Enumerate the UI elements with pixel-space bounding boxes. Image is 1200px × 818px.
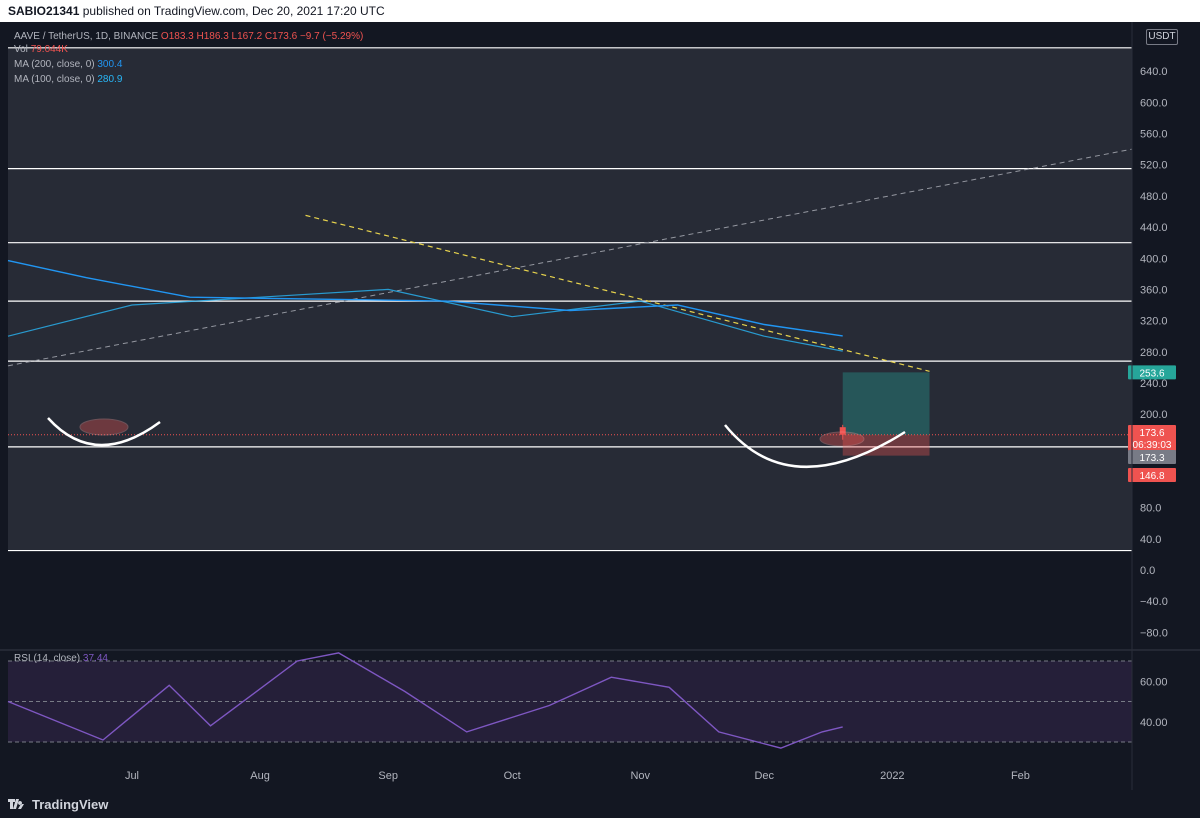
position-target-zone (842, 372, 930, 435)
bottom-highlight-left (79, 418, 129, 436)
ma100-legend: MA (100, close, 0) 280.9 (14, 73, 122, 86)
price-tick-label: 0.0 (1140, 565, 1155, 577)
price-badge (1128, 365, 1176, 380)
ma200-label: MA (200, close, 0) (14, 59, 95, 70)
volume-value: 79.044K (30, 44, 68, 55)
publisher-name: SABIO21341 (8, 4, 80, 18)
price-tick-label: 640.0 (1140, 66, 1168, 78)
price-tick-label: −40.0 (1140, 596, 1168, 608)
footer-brand: TradingView (0, 790, 1200, 818)
price-badge (1128, 450, 1176, 464)
volume-legend: Vol 79.044K (14, 43, 68, 56)
time-tick-label: 2022 (880, 770, 904, 782)
cup-annotation-right (724, 424, 906, 469)
ma200-value: 300.4 (97, 59, 123, 70)
last-candle-body (839, 427, 846, 435)
price-tick-label: 440.0 (1140, 222, 1168, 234)
currency-button[interactable]: USDT (1146, 29, 1178, 45)
price-tick-label: 520.0 (1140, 160, 1168, 172)
symbol-legend: AAVE / TetherUS, 1D, BINANCE O183.3 H186… (14, 30, 363, 43)
price-tick-label: 480.0 (1140, 191, 1168, 203)
rsi-legend: RSI (14, close) 37.44 (14, 652, 108, 665)
price-chart[interactable]: −80.0−40.00.040.080.0120.0160.0200.0240.… (0, 22, 1200, 790)
rsi-line (7, 652, 843, 749)
bottom-highlight-right (819, 431, 865, 447)
rsi-value: 37.44 (82, 653, 108, 664)
ohlc-open: O183.3 (160, 31, 194, 42)
ohlc-change: −9.7 (−5.29%) (299, 31, 364, 42)
position-stop-zone (842, 434, 930, 456)
publish-header: SABIO21341 published on TradingView.com,… (0, 0, 1200, 22)
price-badge-label: 173.6 (1139, 428, 1164, 439)
ohlc-close: C173.6 (264, 31, 298, 42)
price-tick-label: 40.0 (1140, 534, 1161, 546)
rsi-tick-label: 40.00 (1140, 717, 1168, 729)
price-tick-label: 400.0 (1140, 253, 1168, 265)
price-tick-label: −80.0 (1140, 627, 1168, 639)
ohlc-high: H186.3 (196, 31, 229, 42)
cup-annotation-left (47, 417, 161, 447)
price-badge (1128, 425, 1176, 439)
tradingview-logo-icon (8, 799, 24, 809)
time-tick-label: Sep (378, 770, 398, 782)
price-badge-label: 146.8 (1139, 471, 1164, 482)
time-tick-label: Oct (504, 770, 521, 782)
price-tick-label: 200.0 (1140, 409, 1168, 421)
time-tick-label: Dec (754, 770, 774, 782)
range-zone (8, 47, 1132, 551)
volume-label: Vol (14, 44, 28, 55)
price-badge-label: 06:39:03 (1133, 440, 1172, 451)
price-tick-label: 320.0 (1140, 316, 1168, 328)
price-tick-label: 600.0 (1140, 97, 1168, 109)
price-tick-label: 240.0 (1140, 378, 1168, 390)
time-tick-label: Aug (250, 770, 270, 782)
price-tick-label: 80.0 (1140, 503, 1161, 515)
ohlc-low: L167.2 (231, 31, 263, 42)
time-tick-label: Feb (1011, 770, 1030, 782)
downtrend-line (305, 214, 930, 372)
price-badge (1128, 437, 1176, 451)
ma100-value: 280.9 (97, 74, 123, 85)
price-badge-label: 173.3 (1139, 453, 1164, 464)
time-tick-label: Jul (125, 770, 139, 782)
rsi-label: RSI (14, close) (14, 653, 81, 664)
ma100-label: MA (100, close, 0) (14, 74, 95, 85)
symbol-name: AAVE / TetherUS, 1D, BINANCE (14, 31, 159, 42)
rsi-tick-label: 60.00 (1140, 676, 1168, 688)
ma200-line (7, 259, 843, 337)
uptrend-line (7, 148, 1133, 367)
price-tick-label: 560.0 (1140, 129, 1168, 141)
ma100-line (7, 288, 843, 352)
ma200-legend: MA (200, close, 0) 300.4 (14, 58, 122, 71)
publish-info: published on TradingView.com, Dec 20, 20… (82, 4, 385, 18)
time-tick-label: Nov (630, 770, 650, 782)
price-tick-label: 280.0 (1140, 347, 1168, 359)
price-tick-label: 360.0 (1140, 284, 1168, 296)
price-badge (1128, 468, 1176, 482)
price-badge-label: 253.6 (1139, 368, 1164, 379)
footer-brand-label: TradingView (32, 796, 109, 812)
